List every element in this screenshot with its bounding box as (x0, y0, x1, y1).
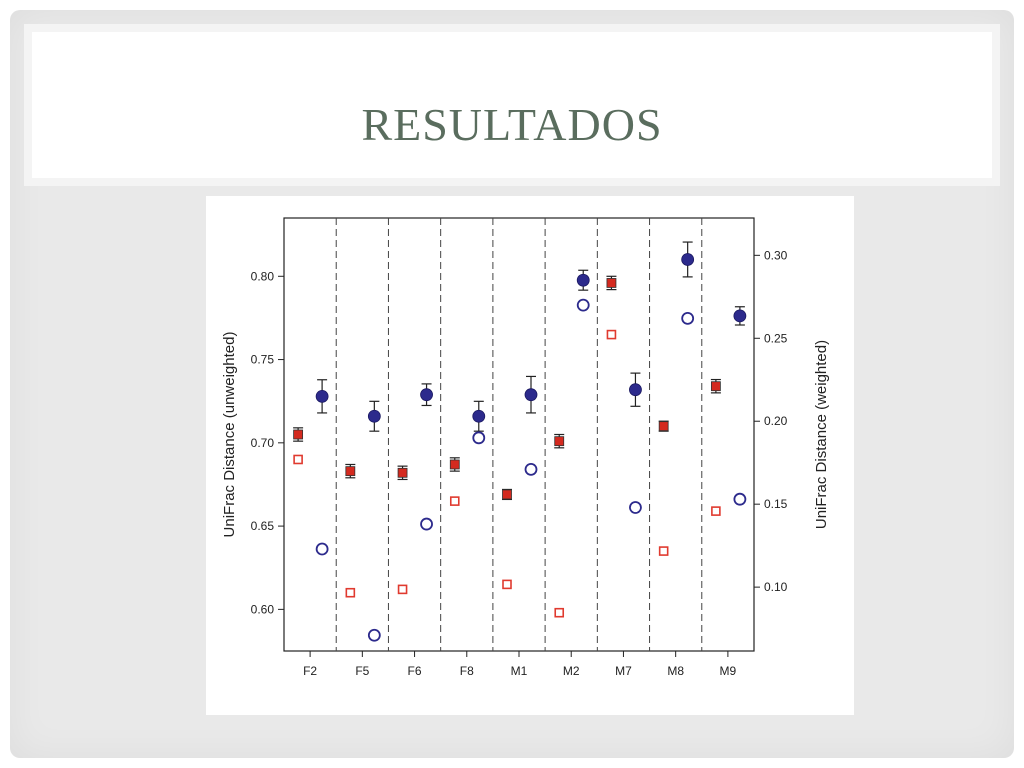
data-point-blue-filled (629, 383, 642, 397)
y-tick-label-left: 0.70 (251, 436, 275, 450)
data-point-red-open (554, 607, 565, 618)
data-point-red-filled (397, 467, 408, 478)
y-tick-label-right: 0.10 (764, 580, 788, 594)
plot-frame (283, 217, 755, 652)
y-tick-label-left: 0.60 (251, 602, 275, 616)
data-point-blue-filled (681, 253, 695, 266)
data-point-red-open (606, 329, 617, 340)
data-point-blue-open (733, 492, 747, 506)
data-point-red-filled (345, 466, 356, 477)
data-point-red-filled (293, 429, 304, 440)
data-point-red-filled (658, 421, 669, 432)
data-point-red-open (397, 584, 408, 595)
data-point-red-open (293, 454, 303, 465)
y-tick-label-right: 0.25 (764, 331, 788, 345)
x-tick-label: F5 (355, 664, 369, 678)
y-axis-title-left: UniFrac Distance (unweighted) (221, 332, 238, 538)
y-tick-label-left: 0.80 (251, 269, 275, 283)
data-point-blue-open (524, 462, 538, 476)
y-tick-label-right: 0.15 (764, 497, 788, 511)
unifrac-chart: F2 F5 F6 F8 M1 M2 M7 M8 M9 0.60 0.65 0.70 0.75 0.80 0.… (221, 217, 830, 678)
data-point-red-open (345, 587, 356, 598)
data-point-blue-open (629, 501, 642, 514)
data-point-red-open (502, 579, 512, 590)
data-point-red-open (658, 546, 669, 556)
data-point-blue-open (472, 431, 486, 445)
data-point-blue-open (681, 311, 695, 325)
chart-image: F2 F5 F6 F8 M1 M2 M7 M8 M9 0.60 0.65 0.70 0.75 0.80 0.… (206, 196, 854, 715)
x-tick-label: M7 (615, 664, 632, 678)
data-point-blue-open (576, 298, 590, 312)
data-point-blue-filled (420, 388, 433, 402)
y-axis-title-right: UniFrac Distance (weighted) (813, 340, 830, 529)
title-placeholder: RESULTADOS (32, 32, 992, 178)
y-tick-label-right: 0.30 (764, 248, 788, 262)
data-point-red-filled (449, 459, 460, 470)
data-point-red-filled (502, 489, 512, 500)
data-point-red-filled (606, 278, 617, 288)
data-point-blue-filled (315, 389, 329, 403)
x-tick-label: M2 (563, 664, 580, 678)
y-tick-label-right: 0.20 (764, 414, 788, 428)
x-tick-label: M8 (667, 664, 684, 678)
data-point-blue-filled (576, 273, 590, 287)
x-tick-label: F6 (408, 664, 422, 678)
data-point-blue-filled (733, 309, 747, 323)
data-point-blue-filled (524, 388, 538, 402)
plot-area: F2 F5 F6 F8 M1 M2 M7 M8 M9 0.60 0.65 0.70 0.75 0.80 0.… (251, 217, 788, 678)
data-point-red-open (449, 496, 460, 506)
y-tick-label-left: 0.75 (251, 353, 275, 367)
y-tick-label-left: 0.65 (251, 519, 275, 533)
data-point-red-filled (710, 381, 721, 392)
x-tick-label: M9 (720, 664, 737, 678)
x-tick-label: F2 (303, 664, 317, 678)
data-point-red-filled (554, 436, 565, 447)
data-point-red-open (711, 506, 721, 516)
data-point-blue-filled (367, 409, 381, 423)
data-point-blue-open (420, 517, 433, 531)
x-tick-label: M1 (511, 664, 528, 678)
data-point-blue-open (315, 542, 329, 556)
data-point-blue-filled (472, 409, 486, 423)
x-tick-label: F8 (460, 664, 474, 678)
data-point-blue-open (367, 628, 381, 642)
slide-title: RESULTADOS (361, 99, 663, 150)
